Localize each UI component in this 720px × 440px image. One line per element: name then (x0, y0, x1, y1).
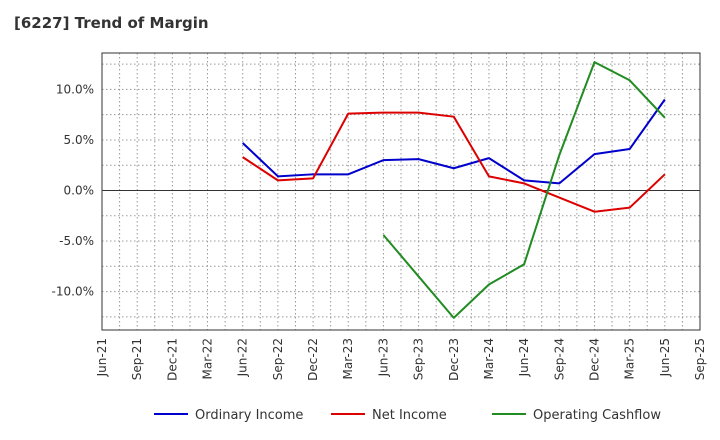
x-tick-label: Sep-25 (693, 338, 707, 380)
y-tick-label: 5.0% (64, 133, 95, 147)
y-axis: 10.0% 5.0% 0.0% -5.0% -10.0% (52, 82, 94, 298)
x-tick-label: Dec-22 (306, 338, 320, 381)
x-tick-label: Dec-24 (587, 338, 601, 381)
plot-frame (101, 52, 701, 331)
series-group (242, 61, 666, 319)
x-tick-label: Mar-22 (201, 338, 215, 379)
x-tick-label: Sep-22 (271, 338, 285, 380)
x-tick-label: Jun-25 (658, 338, 672, 377)
series-line-ordinary-income (242, 98, 666, 185)
grid (101, 53, 701, 330)
x-axis: Jun-21 Sep-21 Dec-21 Mar-22 Jun-22 Sep-22 Dec-… (95, 338, 707, 381)
x-tick-label: Jun-24 (517, 338, 531, 377)
series-line-operating-cashflow (382, 61, 666, 319)
x-tick-label: Sep-24 (552, 338, 566, 380)
x-tick-label: Mar-25 (623, 338, 637, 379)
y-tick-label: -10.0% (52, 285, 94, 299)
legend-label-net-income: Net Income (372, 408, 447, 423)
chart-title: [6227] Trend of Margin (14, 14, 209, 32)
x-tick-label: Jun-22 (236, 338, 250, 377)
y-tick-label: 10.0% (56, 82, 94, 96)
x-tick-label: Sep-23 (412, 338, 426, 380)
legend-label-operating-cashflow: Operating Cashflow (533, 408, 661, 423)
x-tick-label: Dec-21 (165, 338, 179, 381)
x-tick-label: Jun-23 (376, 338, 390, 377)
x-tick-label: Sep-21 (130, 338, 144, 380)
x-tick-label: Jun-21 (95, 338, 109, 377)
x-tick-label: Mar-23 (341, 338, 355, 379)
y-tick-label: 0.0% (64, 183, 95, 197)
x-tick-label: Dec-23 (447, 338, 461, 381)
legend: Ordinary Income Net Income Operating Cashf… (154, 408, 661, 423)
legend-label-ordinary-income: Ordinary Income (195, 408, 303, 423)
series-line-net-income (242, 111, 666, 213)
y-tick-label: -5.0% (59, 234, 94, 248)
x-tick-label: Mar-24 (482, 338, 496, 379)
